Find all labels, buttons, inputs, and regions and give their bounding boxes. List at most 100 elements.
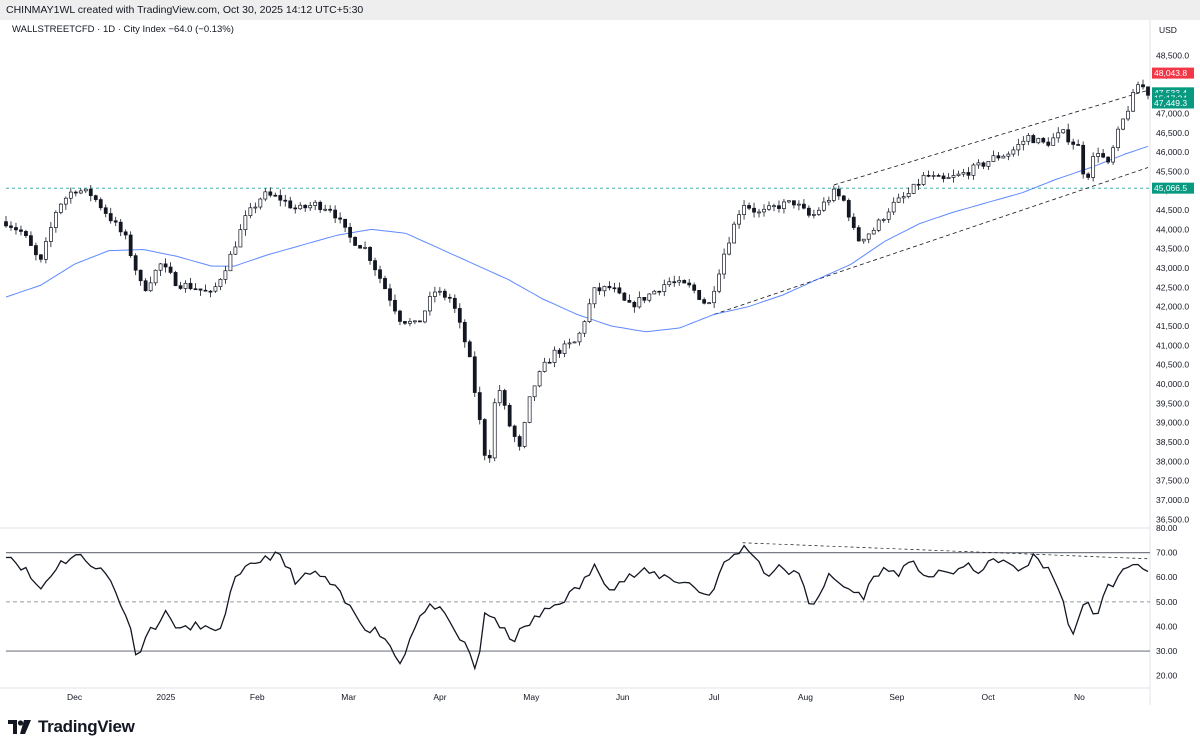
candle-down	[193, 288, 198, 291]
time-tick-label: Mar	[341, 692, 356, 702]
candle-up	[652, 290, 657, 295]
candle-up	[238, 229, 243, 248]
candle-up	[1001, 155, 1006, 159]
candle-up	[1111, 147, 1115, 163]
rsi-divergence-line	[742, 542, 1149, 560]
candle-down	[398, 310, 402, 322]
candle-down	[916, 183, 921, 186]
candle-up	[662, 284, 667, 292]
candle-down	[802, 203, 806, 209]
time-tick-label: Jun	[616, 692, 630, 702]
candle-up	[577, 332, 582, 343]
candle-down	[283, 199, 288, 202]
candle-down	[981, 162, 986, 167]
price-tick-label: 40,000.0	[1156, 379, 1189, 389]
candle-down	[442, 290, 447, 298]
candle-down	[517, 436, 522, 447]
candle-up	[1126, 110, 1130, 120]
price-tick-label: 41,500.0	[1156, 321, 1189, 331]
candle-down	[348, 226, 352, 238]
attribution-bar: CHINMAY1WL created with TradingView.com,…	[0, 0, 1200, 20]
candle-up	[53, 212, 58, 228]
candle-up	[1136, 84, 1140, 93]
candle-up	[886, 211, 891, 220]
candle-up	[413, 320, 417, 323]
candle-down	[607, 285, 612, 289]
candle-up	[871, 229, 876, 235]
tradingview-logo[interactable]: TradingView	[8, 716, 135, 738]
candle-up	[946, 177, 951, 180]
symbol-legend: WALLSTREETCFD · 1D · City Index −64.0 (−…	[12, 24, 234, 35]
candle-up	[308, 205, 313, 209]
candle-down	[1041, 137, 1046, 143]
candle-up	[68, 191, 73, 199]
candle-up	[931, 175, 936, 177]
candle-down	[378, 269, 382, 279]
rsi-tick-label: 70.00	[1156, 548, 1178, 558]
price-tick-label: 48,500.0	[1156, 50, 1189, 60]
candle-up	[831, 188, 836, 201]
candle-up	[986, 161, 991, 167]
price-badge	[1152, 97, 1194, 109]
price-badge	[1152, 87, 1194, 99]
candle-down	[936, 175, 941, 177]
candle-down	[73, 191, 78, 194]
candle-down	[836, 188, 841, 197]
rsi-tick-label: 20.00	[1156, 671, 1178, 681]
candle-down	[682, 280, 687, 284]
price-tick-label: 42,500.0	[1156, 282, 1189, 292]
candle-down	[487, 455, 492, 459]
candle-down	[642, 297, 647, 301]
candle-up	[717, 273, 722, 292]
candle-down	[851, 216, 856, 228]
rsi-tick-label: 80.00	[1156, 523, 1178, 533]
candle-up	[427, 296, 432, 312]
candle-up	[78, 190, 83, 194]
candle-up	[158, 263, 163, 271]
candle-down	[752, 207, 756, 213]
candle-down	[457, 308, 462, 323]
candle-up	[891, 201, 896, 213]
candle-down	[477, 392, 482, 420]
price-tick-label: 41,000.0	[1156, 340, 1189, 350]
candle-up	[243, 215, 248, 231]
time-tick-label: Sep	[889, 692, 904, 702]
time-tick-label: Aug	[798, 692, 813, 702]
candle-up	[961, 172, 966, 175]
candle-down	[1101, 153, 1106, 158]
candle-up	[223, 270, 228, 280]
candle-down	[807, 207, 811, 216]
candle-down	[353, 236, 357, 246]
candle-down	[1046, 141, 1051, 146]
candle-up	[423, 310, 427, 323]
candle-down	[358, 245, 362, 249]
price-tick-label: 42,000.0	[1156, 302, 1189, 312]
candle-down	[472, 356, 477, 393]
time-tick-label: Apr	[433, 692, 446, 702]
candle-down	[118, 221, 123, 233]
price-tick-label: 37,000.0	[1156, 495, 1189, 505]
candle-down	[288, 200, 293, 209]
price-tick-label: 40,500.0	[1156, 360, 1189, 370]
candle-down	[93, 195, 98, 200]
channel-upper-line	[833, 89, 1149, 186]
attribution-text: CHINMAY1WL created with TradingView.com,…	[6, 4, 364, 16]
candle-up	[263, 191, 268, 200]
candle-up	[1131, 92, 1135, 112]
candle-up	[537, 371, 542, 387]
price-badge-label: 47,533.4	[1154, 88, 1187, 98]
candle-down	[467, 341, 472, 358]
candle-up	[83, 188, 88, 192]
candle-up	[218, 279, 223, 287]
candle-down	[143, 280, 148, 292]
candle-up	[787, 200, 791, 203]
price-tick-label: 37,500.0	[1156, 476, 1189, 486]
candle-down	[846, 200, 851, 218]
candle-down	[403, 321, 407, 324]
moving-average-line	[5, 145, 1149, 333]
candle-down	[198, 288, 203, 291]
candle-down	[622, 292, 627, 301]
price-tick-label: 43,000.0	[1156, 263, 1189, 273]
candle-down	[1141, 84, 1145, 88]
